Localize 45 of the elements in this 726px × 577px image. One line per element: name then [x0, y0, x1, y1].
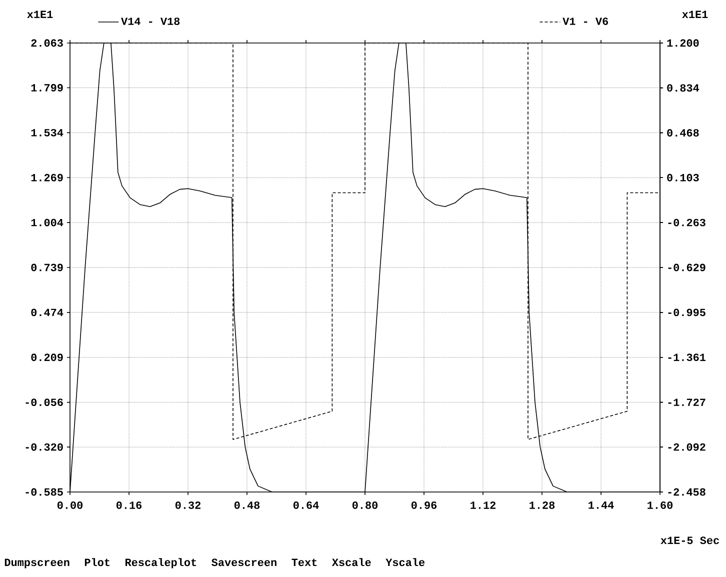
y2-tick-label: 0.834 — [667, 84, 700, 92]
x-tick-label: 0.00 — [57, 502, 83, 509]
y-tick-label: 2.063 — [31, 39, 63, 47]
y-tick-label: -0.320 — [26, 443, 63, 451]
y2-tick-label: -0.995 — [668, 308, 706, 316]
x-tick-label: 0.48 — [234, 502, 260, 509]
x-tick-label: 0.16 — [116, 502, 142, 509]
y-tick-label: 1.534 — [31, 128, 64, 136]
y-tick-label: 1.799 — [31, 84, 63, 92]
y-tick-label: 0.474 — [31, 308, 64, 316]
y2-tick-label: 0.103 — [667, 174, 699, 182]
y2-axis-title: x1E1 — [682, 10, 708, 18]
text: Plot — [84, 558, 110, 566]
x-tick-label: 0.80 — [352, 502, 378, 509]
text: Dumpscreen — [4, 558, 70, 568]
y-tick-label: -0.585 — [26, 488, 63, 496]
y-tick-label: 0.209 — [31, 354, 63, 362]
y2-tick-label: -2.458 — [668, 488, 706, 496]
y2-tick-label: -0.263 — [668, 218, 706, 226]
y-tick-label: 0.739 — [31, 264, 63, 272]
x-axis-title: x1E-5 Sec — [660, 536, 719, 544]
x-tick-label: 0.64 — [293, 502, 319, 509]
x-tick-label: 1.44 — [588, 501, 614, 509]
legend-label: V14 - V18 — [121, 18, 180, 26]
y2-tick-label: -2.092 — [668, 443, 706, 451]
x-tick-label: 0.32 — [175, 502, 201, 509]
text: Yscale — [386, 558, 425, 566]
y2-tick-label: -1.361 — [668, 354, 706, 362]
text: Xscale — [332, 558, 371, 566]
x-tick-label: 1.12 — [470, 502, 496, 509]
x-tick-label: 0.96 — [411, 502, 437, 509]
text: Text — [292, 558, 317, 566]
y2-tick-label: -1.727 — [668, 398, 706, 406]
legend-label: V1 - V6 — [562, 18, 608, 26]
text: Savescreen — [212, 558, 276, 566]
x-tick-label: 1.28 — [530, 502, 555, 509]
text: Rescaleplot — [125, 558, 196, 568]
y2-tick-label: 0.468 — [667, 129, 699, 137]
y-tick-label: -0.056 — [26, 398, 63, 406]
y2-tick-label: -0.629 — [668, 264, 706, 272]
y-tick-label: 1.004 — [31, 218, 64, 226]
y2-tick-label: 1.200 — [667, 39, 699, 47]
x-tick-label: 1.60 — [648, 502, 673, 509]
y-tick-label: 1.269 — [31, 174, 63, 182]
y-axis-title: x1E1 — [27, 10, 53, 18]
